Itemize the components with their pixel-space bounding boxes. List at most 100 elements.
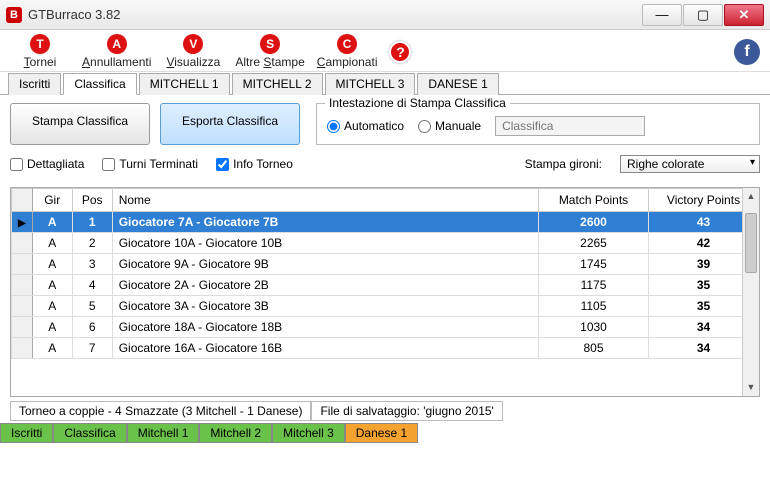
- radio-automatico[interactable]: Automatico: [327, 119, 404, 133]
- checkbox-dettagliata[interactable]: Dettagliata: [10, 157, 84, 171]
- status-tab-mitchell-1[interactable]: Mitchell 1: [127, 423, 200, 443]
- toolbar-label: Tornei: [24, 55, 57, 69]
- scroll-thumb[interactable]: [745, 213, 757, 273]
- tab-mitchell-3[interactable]: MITCHELL 3: [325, 73, 416, 95]
- tab-bar: IscrittiClassificaMITCHELL 1MITCHELL 2MI…: [0, 72, 770, 95]
- row-selector[interactable]: [12, 296, 33, 317]
- esporta-classifica-button[interactable]: Esporta Classifica: [160, 103, 300, 145]
- status-bar-2: IscrittiClassificaMitchell 1Mitchell 2Mi…: [0, 423, 770, 443]
- row-selector[interactable]: [12, 254, 33, 275]
- status-bar-1: Torneo a coppie - 4 Smazzate (3 Mitchell…: [10, 401, 760, 421]
- cell-mp: 2265: [539, 233, 649, 254]
- cell-gir: A: [32, 254, 72, 275]
- cell-pos: 4: [72, 275, 112, 296]
- dettagliata-check[interactable]: [10, 158, 23, 171]
- checkbox-turni[interactable]: Turni Terminati: [102, 157, 198, 171]
- status-tab-classifica[interactable]: Classifica: [53, 423, 126, 443]
- cell-gir: A: [32, 212, 72, 233]
- cell-gir: A: [32, 317, 72, 338]
- cell-nome: Giocatore 3A - Giocatore 3B: [112, 296, 538, 317]
- col-nome[interactable]: Nome: [112, 189, 538, 212]
- row-selector[interactable]: [12, 317, 33, 338]
- status-file: File di salvataggio: 'giugno 2015': [311, 401, 502, 421]
- row-selector[interactable]: ▶: [12, 212, 33, 233]
- toolbar-tornei[interactable]: TTornei: [10, 34, 70, 69]
- cell-mp: 805: [539, 338, 649, 359]
- table-row[interactable]: A4Giocatore 2A - Giocatore 2B117535: [12, 275, 759, 296]
- cell-gir: A: [32, 233, 72, 254]
- row-selector[interactable]: [12, 338, 33, 359]
- cell-pos: 7: [72, 338, 112, 359]
- scroll-down-icon[interactable]: ▼: [743, 379, 759, 396]
- maximize-button[interactable]: ▢: [683, 4, 723, 26]
- col-match-points[interactable]: Match Points: [539, 189, 649, 212]
- status-tab-iscritti[interactable]: Iscritti: [0, 423, 53, 443]
- cell-gir: A: [32, 338, 72, 359]
- col-gir[interactable]: Gir: [32, 189, 72, 212]
- toolbar-annullamenti[interactable]: AAnnullamenti: [82, 34, 151, 69]
- status-tab-danese-1[interactable]: Danese 1: [345, 423, 418, 443]
- status-tab-mitchell-2[interactable]: Mitchell 2: [199, 423, 272, 443]
- cell-mp: 1745: [539, 254, 649, 275]
- scroll-up-icon[interactable]: ▲: [743, 188, 759, 205]
- toolbar-label: Campionati: [317, 55, 378, 69]
- toolbar-label: Altre Stampe: [235, 55, 304, 69]
- table-row[interactable]: A7Giocatore 16A - Giocatore 16B80534: [12, 338, 759, 359]
- stampa-gironi-combo[interactable]: Righe colorate: [620, 155, 760, 173]
- row-selector[interactable]: [12, 233, 33, 254]
- tab-danese-1[interactable]: DANESE 1: [417, 73, 498, 95]
- facebook-icon[interactable]: f: [734, 39, 760, 65]
- intestazione-input[interactable]: [495, 116, 645, 136]
- checkbox-info[interactable]: Info Torneo: [216, 157, 293, 171]
- table-scrollbar[interactable]: ▲ ▼: [742, 188, 759, 396]
- status-torneo: Torneo a coppie - 4 Smazzate (3 Mitchell…: [10, 401, 311, 421]
- cell-pos: 2: [72, 233, 112, 254]
- stampa-classifica-button[interactable]: Stampa Classifica: [10, 103, 150, 145]
- tornei-icon: T: [30, 34, 50, 54]
- cell-nome: Giocatore 2A - Giocatore 2B: [112, 275, 538, 296]
- table-row[interactable]: ▶A1Giocatore 7A - Giocatore 7B260043: [12, 212, 759, 233]
- row-selector[interactable]: [12, 275, 33, 296]
- cell-pos: 3: [72, 254, 112, 275]
- info-check[interactable]: [216, 158, 229, 171]
- classifica-table-wrap: GirPosNomeMatch PointsVictory Points ▶A1…: [10, 187, 760, 397]
- table-row[interactable]: A5Giocatore 3A - Giocatore 3B110535: [12, 296, 759, 317]
- table-row[interactable]: A3Giocatore 9A - Giocatore 9B174539: [12, 254, 759, 275]
- tab-iscritti[interactable]: Iscritti: [8, 73, 61, 95]
- toolbar-campionati[interactable]: CCampionati: [317, 34, 378, 69]
- help-icon[interactable]: ?: [389, 41, 411, 63]
- tab-mitchell-1[interactable]: MITCHELL 1: [139, 73, 230, 95]
- table-row[interactable]: A2Giocatore 10A - Giocatore 10B226542: [12, 233, 759, 254]
- toolbar-label: Visualizza: [166, 55, 220, 69]
- cell-mp: 2600: [539, 212, 649, 233]
- cell-nome: Giocatore 18A - Giocatore 18B: [112, 317, 538, 338]
- close-button[interactable]: ✕: [724, 4, 764, 26]
- tab-mitchell-2[interactable]: MITCHELL 2: [232, 73, 323, 95]
- cell-pos: 6: [72, 317, 112, 338]
- minimize-button[interactable]: —: [642, 4, 682, 26]
- toolbar-visualizza[interactable]: VVisualizza: [163, 34, 223, 69]
- rowheader-col: [12, 189, 33, 212]
- cell-nome: Giocatore 7A - Giocatore 7B: [112, 212, 538, 233]
- cell-nome: Giocatore 16A - Giocatore 16B: [112, 338, 538, 359]
- cell-mp: 1175: [539, 275, 649, 296]
- tab-classifica[interactable]: Classifica: [63, 73, 136, 95]
- control-panel: Stampa Classifica Esporta Classifica Int…: [0, 95, 770, 181]
- radio-manuale-input[interactable]: [418, 120, 431, 133]
- stampa-gironi-label: Stampa gironi:: [525, 157, 602, 171]
- radio-automatico-input[interactable]: [327, 120, 340, 133]
- radio-manuale[interactable]: Manuale: [418, 119, 481, 133]
- annullamenti-icon: A: [107, 34, 127, 54]
- intestazione-legend: Intestazione di Stampa Classifica: [325, 96, 510, 110]
- main-toolbar: TTornei AAnnullamenti VVisualizza SAltre St…: [0, 30, 770, 72]
- cell-mp: 1105: [539, 296, 649, 317]
- table-row[interactable]: A6Giocatore 18A - Giocatore 18B103034: [12, 317, 759, 338]
- col-pos[interactable]: Pos: [72, 189, 112, 212]
- intestazione-group: Intestazione di Stampa Classifica Automa…: [316, 103, 760, 145]
- window-title: GTBurraco 3.82: [28, 7, 642, 22]
- cell-gir: A: [32, 275, 72, 296]
- status-tab-mitchell-3[interactable]: Mitchell 3: [272, 423, 345, 443]
- visualizza-icon: V: [183, 34, 203, 54]
- turni-check[interactable]: [102, 158, 115, 171]
- toolbar-altre stampe[interactable]: SAltre Stampe: [235, 34, 304, 69]
